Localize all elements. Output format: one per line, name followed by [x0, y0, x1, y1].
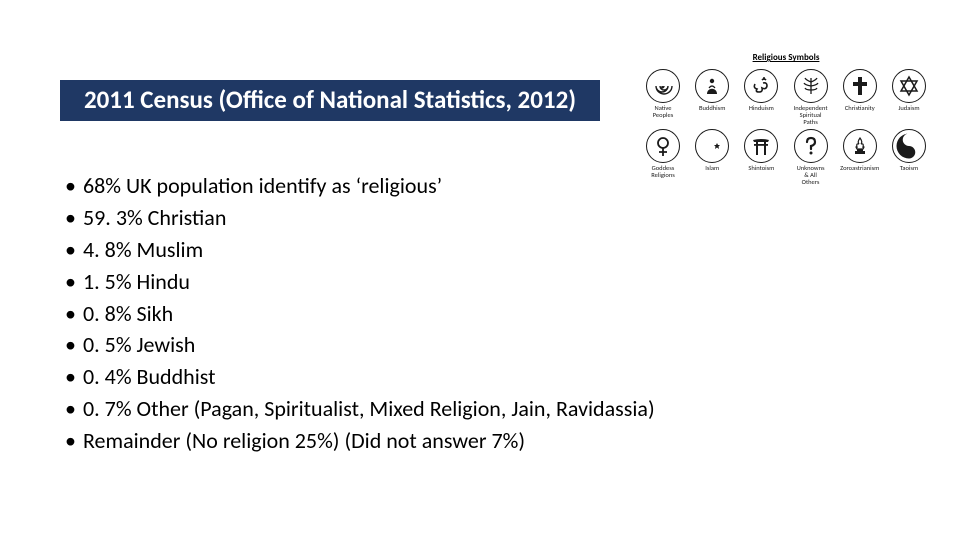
buddha-icon	[700, 74, 724, 98]
bullet-item: •0. 8% Sikh	[65, 298, 895, 330]
fire-icon	[848, 134, 872, 158]
symbol-label: Zoroastrianism	[837, 165, 883, 172]
bullet-item: •0. 4% Buddhist	[65, 361, 895, 393]
bullet-text: 0. 4% Buddhist	[83, 361, 216, 393]
symbol-zoroastrianism: Zoroastrianism	[837, 129, 883, 185]
symbol-shintoism: Shintoism	[738, 129, 784, 185]
bullet-text: 4. 8% Muslim	[83, 234, 203, 266]
bullet-item: •59. 3% Christian	[65, 202, 895, 234]
symbol-independent-paths: Independent Spiritual Paths	[788, 69, 834, 125]
symbols-row-1: Native Peoples Buddhism Hinduism Indepen…	[640, 69, 932, 125]
symbol-label: Taoism	[886, 165, 932, 172]
bullet-text: 68% UK population identify as ‘religious…	[83, 170, 442, 202]
bullet-text: 59. 3% Christian	[83, 202, 226, 234]
symbol-label: Native Peoples	[640, 105, 686, 119]
crescent-icon	[700, 134, 724, 158]
venus-icon	[651, 134, 675, 158]
leaf-icon	[799, 74, 823, 98]
symbol-taoism: Taoism	[886, 129, 932, 185]
symbol-hinduism: Hinduism	[738, 69, 784, 125]
symbol-islam: Islam	[689, 129, 735, 185]
star-david-icon	[897, 74, 921, 98]
bullet-item: •0. 5% Jewish	[65, 329, 895, 361]
symbol-label: Judaism	[886, 105, 932, 112]
bullet-text: 0. 8% Sikh	[83, 298, 173, 330]
bullet-text: 0. 7% Other (Pagan, Spiritualist, Mixed …	[83, 393, 655, 425]
bullet-list: •68% UK population identify as ‘religiou…	[65, 170, 895, 457]
bullet-item: •1. 5% Hindu	[65, 266, 895, 298]
symbol-label: Hinduism	[738, 105, 784, 112]
bullet-text: 0. 5% Jewish	[83, 329, 195, 361]
symbol-goddess: Goddess Religions	[640, 129, 686, 185]
symbol-judaism: Judaism	[886, 69, 932, 125]
bullet-item: •Remainder (No religion 25%) (Did not an…	[65, 425, 895, 457]
symbol-label: Buddhism	[689, 105, 735, 112]
bullet-text: Remainder (No religion 25%) (Did not ans…	[83, 425, 525, 457]
torii-icon	[749, 134, 773, 158]
symbol-buddhism: Buddhism	[689, 69, 735, 125]
symbol-label: Shintoism	[738, 165, 784, 172]
symbol-native-peoples: Native Peoples	[640, 69, 686, 125]
symbols-row-2: Goddess Religions Islam Shintoism Unknow…	[640, 129, 932, 185]
religious-symbols-panel: Religious Symbols Native Peoples Buddhis…	[640, 52, 932, 190]
symbol-christianity: Christianity	[837, 69, 883, 125]
symbol-label: Islam	[689, 165, 735, 172]
symbols-header: Religious Symbols	[640, 52, 932, 63]
symbol-label: Goddess Religions	[640, 165, 686, 179]
bullet-item: •0. 7% Other (Pagan, Spiritualist, Mixed…	[65, 393, 895, 425]
symbol-label: Unknowns & All Others	[788, 165, 834, 185]
symbol-label: Christianity	[837, 105, 883, 112]
cross-icon	[848, 74, 872, 98]
symbol-label: Independent Spiritual Paths	[788, 105, 834, 125]
bullet-text: 1. 5% Hindu	[83, 266, 190, 298]
spiral-icon	[651, 74, 675, 98]
yinyang-icon	[894, 131, 924, 161]
symbol-unknowns: Unknowns & All Others	[788, 129, 834, 185]
question-icon	[799, 134, 823, 158]
slide-title: 2011 Census (Office of National Statisti…	[60, 80, 600, 121]
om-icon	[749, 74, 773, 98]
bullet-item: •4. 8% Muslim	[65, 234, 895, 266]
